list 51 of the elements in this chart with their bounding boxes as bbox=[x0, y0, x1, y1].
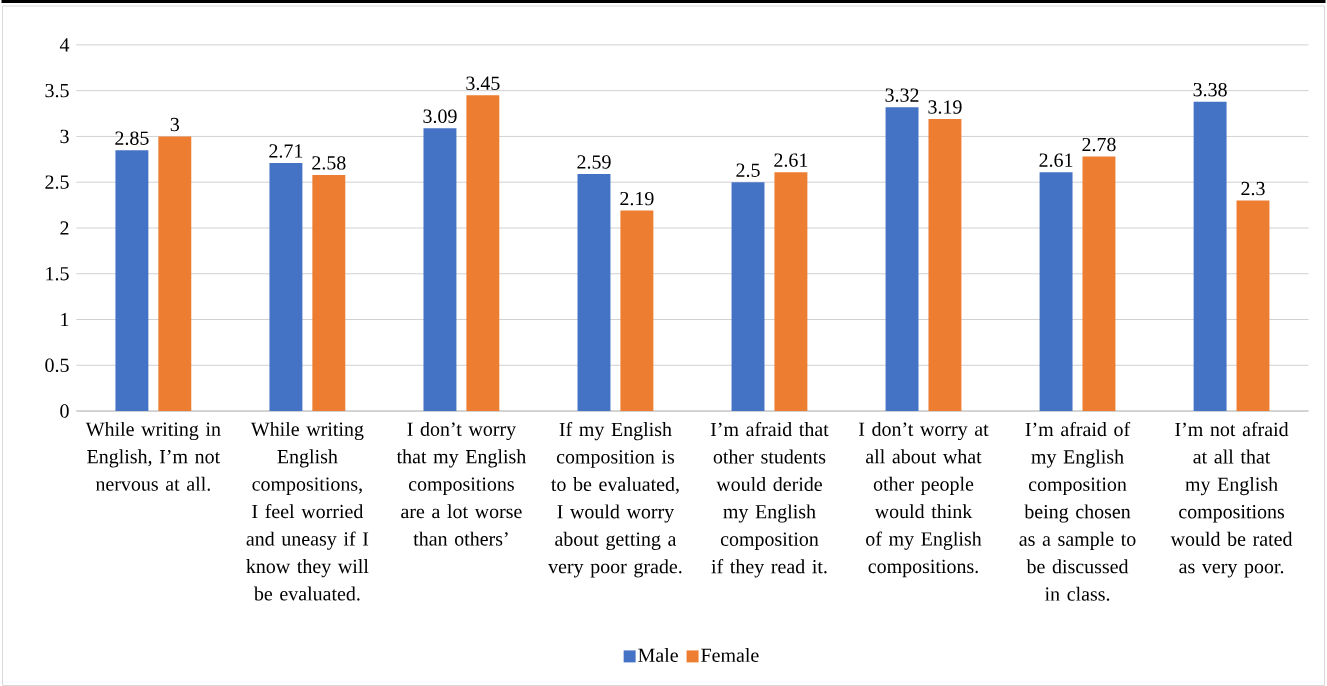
bar bbox=[115, 150, 149, 412]
data-label: 3.19 bbox=[928, 100, 962, 114]
data-label: 2.85 bbox=[115, 131, 149, 145]
data-label: 2.78 bbox=[1082, 137, 1116, 152]
bar bbox=[1193, 101, 1227, 412]
data-label: 2.19 bbox=[620, 191, 654, 206]
x-tick-label: I don’t worry that my English compositions are a lot worse than others’ bbox=[396, 421, 526, 546]
bar bbox=[1039, 172, 1073, 412]
x-tick-label: While writing in English, I’m not nervous at all. bbox=[85, 421, 221, 491]
data-label: 2.61 bbox=[1039, 153, 1073, 167]
data-label: 2.58 bbox=[312, 156, 346, 170]
x-tick-label: I’m afraid that other students would deride my English composition if they read it. bbox=[710, 421, 829, 578]
x-tick-label: While writing English compositions, I feel worried and uneasy if I know they will be evaluated. bbox=[246, 421, 369, 601]
y-tick-label: 3 bbox=[60, 129, 69, 144]
x-tick-label: I’m afraid of my English composition being chosen as a sample to be discussed in class. bbox=[1019, 421, 1136, 601]
bar bbox=[269, 163, 303, 412]
bar bbox=[885, 107, 919, 412]
data-label: 2.59 bbox=[577, 155, 611, 169]
y-tick-label: 3.5 bbox=[45, 83, 69, 98]
bar bbox=[774, 172, 808, 412]
data-label: 2.3 bbox=[1241, 181, 1265, 196]
bar bbox=[731, 182, 765, 412]
legend-label: Female bbox=[701, 648, 759, 663]
bar bbox=[577, 173, 611, 412]
data-label: 3.32 bbox=[885, 88, 919, 102]
data-label: 2.5 bbox=[736, 163, 760, 178]
y-tick-label: 4 bbox=[59, 38, 70, 52]
bar bbox=[1082, 156, 1116, 412]
bar bbox=[158, 136, 192, 412]
x-tick-label: If my English composition is to be evaluated, I would worry about getting a very poor grade. bbox=[548, 421, 682, 578]
bar bbox=[423, 128, 457, 412]
x-tick-label: I don’t worry at all about what other people would think of my English compositions. bbox=[859, 421, 989, 578]
data-label: 3 bbox=[170, 117, 180, 132]
y-tick-label: 2 bbox=[60, 221, 69, 235]
y-tick-label: 0 bbox=[60, 404, 69, 418]
data-label: 3.38 bbox=[1193, 82, 1227, 97]
bar bbox=[1236, 200, 1270, 412]
bar bbox=[312, 174, 346, 412]
data-label: 3.45 bbox=[466, 76, 500, 91]
y-tick-label: 0.5 bbox=[45, 358, 69, 373]
legend-label: Male bbox=[638, 648, 678, 663]
data-label: 3.09 bbox=[423, 109, 457, 124]
bar bbox=[620, 210, 654, 412]
bar bbox=[928, 119, 962, 412]
y-tick-label: 1 bbox=[61, 312, 69, 327]
data-label: 2.71 bbox=[269, 144, 303, 158]
data-label: 2.61 bbox=[774, 153, 808, 167]
x-tick-label: I’m not afraid at all that my English compositions would be rated as very poor. bbox=[1170, 421, 1293, 578]
y-tick-label: 2.5 bbox=[45, 175, 69, 189]
y-tick-label: 1.5 bbox=[46, 267, 69, 281]
bar bbox=[466, 95, 500, 412]
